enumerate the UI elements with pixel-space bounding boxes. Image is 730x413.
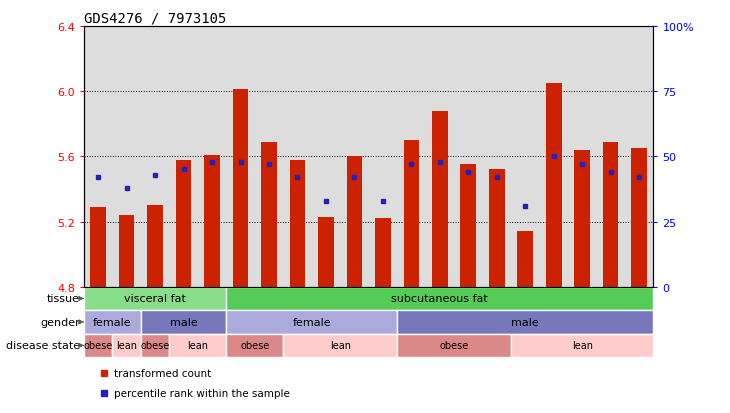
Bar [575, 150, 590, 287]
Bar [489, 170, 504, 287]
Bar [603, 142, 618, 287]
Bar [483, 27, 511, 287]
Bar [141, 311, 226, 334]
Bar [369, 27, 397, 287]
Bar [375, 219, 391, 287]
Text: lean: lean [116, 341, 137, 351]
Bar [511, 27, 539, 287]
Text: lean: lean [330, 341, 350, 351]
Bar [283, 334, 397, 357]
Bar [84, 27, 112, 287]
Bar [169, 334, 226, 357]
Bar [461, 165, 476, 287]
Bar [404, 141, 419, 287]
Bar [454, 27, 483, 287]
Bar [397, 311, 653, 334]
Bar [290, 160, 305, 287]
Bar [625, 27, 653, 287]
Bar [318, 217, 334, 287]
Bar [141, 334, 169, 357]
Text: disease state: disease state [6, 341, 80, 351]
Bar [283, 27, 312, 287]
Bar [91, 207, 106, 287]
Text: tissue: tissue [47, 294, 80, 304]
Bar [84, 311, 141, 334]
Text: GDS4276 / 7973105: GDS4276 / 7973105 [84, 12, 226, 26]
Bar [596, 27, 625, 287]
Bar [568, 27, 596, 287]
Text: transformed count: transformed count [114, 368, 211, 378]
Bar [397, 334, 511, 357]
Text: obese: obese [140, 341, 170, 351]
Bar [119, 216, 134, 287]
Bar [347, 157, 362, 287]
Bar [539, 27, 568, 287]
Text: female: female [93, 317, 131, 327]
Text: percentile rank within the sample: percentile rank within the sample [114, 388, 290, 398]
Bar [169, 27, 198, 287]
Bar [226, 334, 283, 357]
Bar [112, 334, 141, 357]
Bar [511, 334, 653, 357]
Text: female: female [293, 317, 331, 327]
Bar [147, 206, 163, 287]
Text: male: male [511, 317, 539, 327]
Text: lean: lean [188, 341, 208, 351]
Text: lean: lean [572, 341, 593, 351]
Bar [397, 27, 426, 287]
Text: visceral fat: visceral fat [124, 294, 186, 304]
Bar [141, 27, 169, 287]
Text: obese: obese [240, 341, 269, 351]
Bar [226, 27, 255, 287]
Bar [546, 84, 561, 287]
Bar [176, 160, 191, 287]
Bar [312, 27, 340, 287]
Bar [204, 155, 220, 287]
Bar [112, 27, 141, 287]
Text: male: male [169, 317, 198, 327]
Bar [426, 27, 454, 287]
Text: gender: gender [40, 317, 80, 327]
Bar [84, 287, 226, 311]
Text: obese: obese [83, 341, 113, 351]
Text: subcutaneous fat: subcutaneous fat [391, 294, 488, 304]
Bar [233, 90, 248, 287]
Bar [226, 287, 653, 311]
Bar [261, 142, 277, 287]
Bar [84, 334, 112, 357]
Bar [432, 112, 447, 287]
Text: obese: obese [439, 341, 469, 351]
Bar [255, 27, 283, 287]
Bar [518, 232, 533, 287]
Bar [198, 27, 226, 287]
Bar [631, 149, 647, 287]
Bar [340, 27, 369, 287]
Bar [226, 311, 397, 334]
